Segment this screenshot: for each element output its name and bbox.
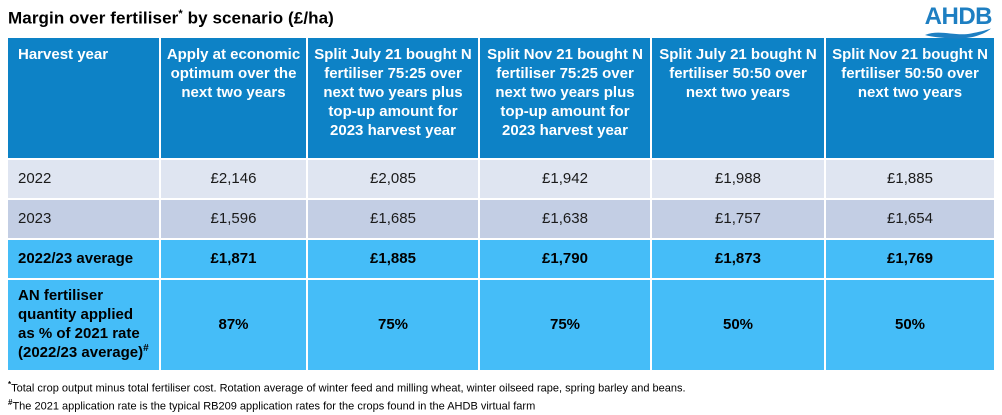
row-label: 2022 [8, 160, 159, 198]
footnotes: *Total crop output minus total fertilise… [8, 379, 1002, 415]
page-title-suffix: by scenario (£/ha) [182, 8, 334, 28]
row-label-footnote-marker: # [143, 343, 149, 355]
value-cell: £2,146 [161, 160, 306, 198]
column-header-harvest-year: Harvest year [8, 38, 159, 158]
table-row: AN fertiliser quantity applied as % of 2… [8, 280, 994, 370]
table-body: 2022 £2,146 £2,085 £1,942 £1,988 £1,885 2023 £1… [8, 160, 994, 370]
value-cell: £1,654 [826, 200, 994, 238]
ahdb-logo: AHDB [924, 3, 993, 39]
table-header-row: Harvest year Apply at economic optimum ov… [8, 38, 994, 158]
column-header-scenario: Split July 21 bought N fertiliser 50:50 … [652, 38, 824, 158]
value-cell: £1,885 [308, 240, 478, 278]
table-row: 2022 £2,146 £2,085 £1,942 £1,988 £1,885 [8, 160, 994, 198]
row-label: 2023 [8, 200, 159, 238]
value-cell: £1,638 [480, 200, 650, 238]
value-cell: 87% [161, 280, 306, 370]
footnote-total-crop-output: *Total crop output minus total fertilise… [8, 379, 1002, 397]
row-label: 2022/23 average [8, 240, 159, 278]
value-cell: £1,757 [652, 200, 824, 238]
ahdb-logo-wave-icon [925, 28, 992, 39]
value-cell: £1,885 [826, 160, 994, 198]
value-cell: £2,085 [308, 160, 478, 198]
footnote-marker-hash: # [8, 398, 13, 408]
ahdb-logo-text: AHDB [924, 3, 993, 30]
footnote-text: The 2021 application rate is the typical… [12, 400, 536, 413]
page-title-footnote-marker: * [178, 8, 183, 20]
column-header-scenario: Split Nov 21 bought N fertiliser 75:25 o… [480, 38, 650, 158]
column-header-scenario: Apply at economic optimum over the next … [161, 38, 306, 158]
footnote-text: Total crop output minus total fertiliser… [11, 382, 686, 395]
page-title: Margin over fertiliser* by scenario (£/h… [8, 8, 334, 29]
value-cell: 50% [826, 280, 994, 370]
table-row: 2022/23 average £1,871 £1,885 £1,790 £1,873 £… [8, 240, 994, 278]
table-header: Harvest year Apply at economic optimum ov… [8, 38, 994, 158]
footnote-application-rate: #The 2021 application rate is the typica… [8, 397, 1002, 415]
column-header-scenario: Split Nov 21 bought N fertiliser 50:50 o… [826, 38, 994, 158]
value-cell: £1,596 [161, 200, 306, 238]
margin-table: Harvest year Apply at economic optimum ov… [6, 36, 996, 372]
row-label: AN fertiliser quantity applied as % of 2… [8, 280, 159, 370]
value-cell: £1,790 [480, 240, 650, 278]
value-cell: £1,685 [308, 200, 478, 238]
top-bar: Margin over fertiliser* by scenario (£/h… [0, 0, 1002, 39]
footnote-marker-asterisk: * [8, 380, 12, 389]
column-header-scenario: Split July 21 bought N fertiliser 75:25 … [308, 38, 478, 158]
value-cell: £1,769 [826, 240, 994, 278]
table-row: 2023 £1,596 £1,685 £1,638 £1,757 £1,654 [8, 200, 994, 238]
value-cell: 75% [308, 280, 478, 370]
value-cell: £1,988 [652, 160, 824, 198]
page-title-text: Margin over fertiliser [8, 8, 179, 28]
value-cell: £1,871 [161, 240, 306, 278]
value-cell: £1,873 [652, 240, 824, 278]
value-cell: £1,942 [480, 160, 650, 198]
value-cell: 50% [652, 280, 824, 370]
value-cell: 75% [480, 280, 650, 370]
